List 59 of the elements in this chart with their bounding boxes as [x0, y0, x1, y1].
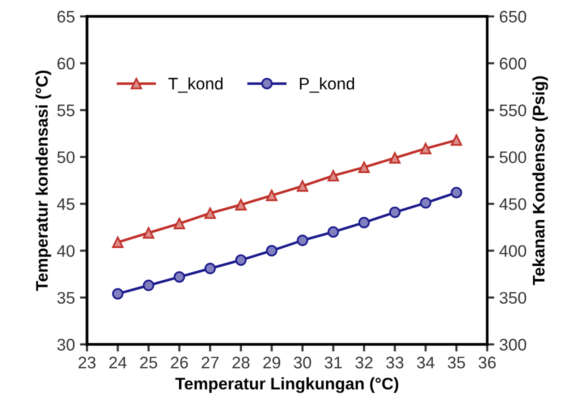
- y-tick-label: 60: [58, 58, 75, 70]
- point: [358, 162, 370, 173]
- y2-tick-label: 650: [500, 10, 526, 23]
- x-tick-label: 25: [140, 356, 158, 368]
- x-tick-label: 23: [78, 356, 96, 368]
- x-tick-label: 34: [417, 356, 434, 368]
- y-tick-label: 55: [57, 104, 74, 116]
- point: [296, 234, 308, 246]
- y2-tick-label: 400: [499, 245, 526, 257]
- x-tick-label: 24: [109, 356, 127, 368]
- x-tick-label: 28: [232, 356, 250, 368]
- x-tick-label: 35: [448, 356, 465, 368]
- x-tick-label: 27: [202, 356, 219, 368]
- y-tick-label: 65: [58, 10, 74, 23]
- point: [235, 254, 247, 266]
- point: [420, 142, 432, 154]
- point: [389, 206, 401, 218]
- point: [450, 134, 462, 146]
- x-axis-title: Temperatur Lingkungan (°C): [175, 377, 398, 393]
- point: [328, 226, 339, 238]
- y-tick-label: 40: [57, 245, 75, 257]
- y-tick-label: 35: [57, 292, 74, 304]
- x-tick-label: 26: [170, 356, 188, 368]
- point: [204, 262, 216, 274]
- y2-axis-title: Tekanan Kondensor (Psig): [532, 76, 548, 286]
- point: [266, 244, 278, 256]
- x-tick-label: 36: [478, 356, 496, 368]
- point: [389, 152, 401, 164]
- x-tick-label: 31: [324, 356, 342, 368]
- point: [266, 190, 278, 202]
- y2-tick-label: 500: [500, 151, 526, 164]
- point: [112, 236, 124, 248]
- legend-label: T_kond: [168, 77, 223, 93]
- y-tick-label: 50: [57, 151, 75, 164]
- point: [174, 218, 186, 230]
- y-axis-title: Temperatur kondensasi (°C): [36, 70, 52, 291]
- y2-tick-label: 300: [500, 338, 526, 351]
- x-tick-label: 30: [294, 356, 312, 368]
- point: [358, 216, 370, 228]
- x-tick-label: 32: [355, 356, 372, 368]
- point: [142, 227, 154, 239]
- y-tick-label: 30: [57, 338, 75, 351]
- y2-tick-label: 450: [499, 198, 526, 210]
- point: [450, 186, 462, 198]
- point: [296, 180, 308, 192]
- y2-tick-label: 550: [500, 104, 526, 116]
- point: [204, 208, 216, 219]
- point: [328, 170, 339, 182]
- point: [112, 288, 124, 300]
- point: [420, 197, 432, 209]
- x-tick-label: 29: [263, 356, 280, 368]
- y2-tick-label: 600: [500, 58, 526, 70]
- x-tick-label: 33: [386, 356, 404, 368]
- point: [142, 280, 154, 292]
- y2-tick-label: 350: [500, 292, 526, 304]
- point: [174, 271, 186, 283]
- y-tick-label: 45: [57, 198, 74, 210]
- legend-label: P_kond: [300, 77, 354, 93]
- point: [235, 199, 247, 210]
